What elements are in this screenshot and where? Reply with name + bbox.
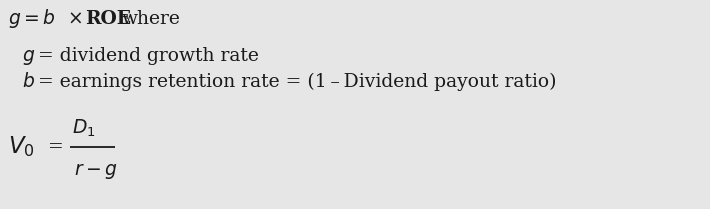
Text: $b$: $b$ <box>22 72 35 91</box>
Text: =: = <box>48 138 64 156</box>
Text: $g$: $g$ <box>22 48 36 67</box>
Text: = dividend growth rate: = dividend growth rate <box>38 47 259 65</box>
Text: $r - g$: $r - g$ <box>74 162 118 181</box>
Text: ROE: ROE <box>85 10 131 28</box>
Text: $g = b$: $g = b$ <box>8 7 56 30</box>
Text: = earnings retention rate = (1 – Dividend payout ratio): = earnings retention rate = (1 – Dividen… <box>38 73 557 91</box>
Text: $V_0$: $V_0$ <box>8 135 35 159</box>
Text: $D_1$: $D_1$ <box>72 118 96 139</box>
Text: where: where <box>122 10 181 28</box>
Text: $\times$: $\times$ <box>67 10 82 28</box>
